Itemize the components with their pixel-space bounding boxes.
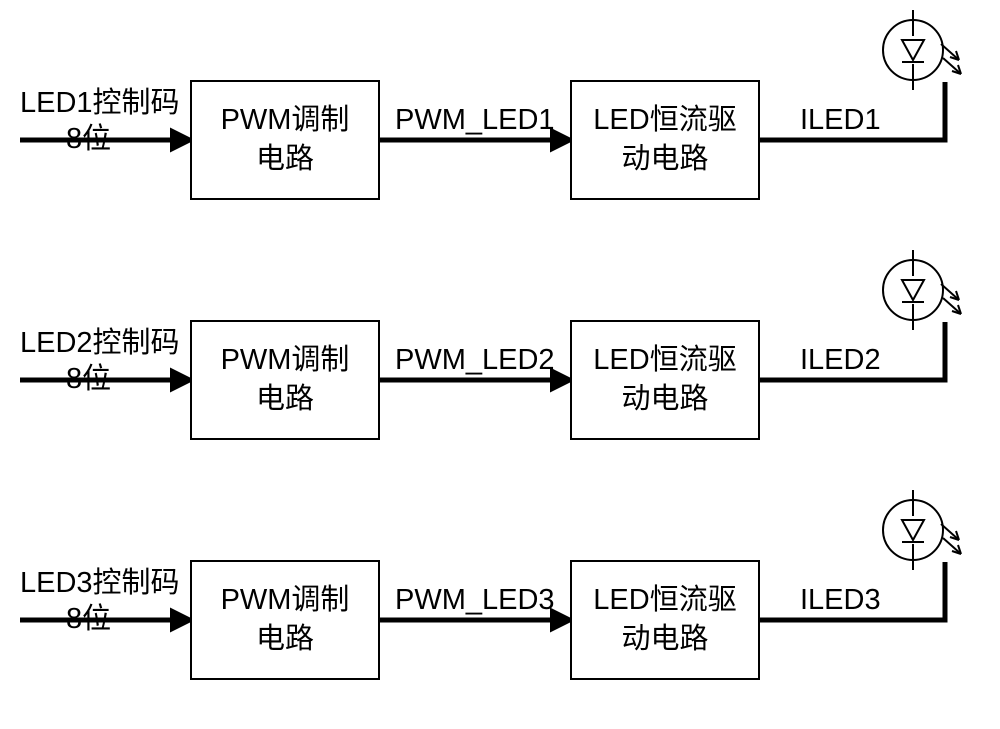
mid-label-1: PWM_LED1 xyxy=(395,102,555,138)
input-label-3: LED3控制码 8位 xyxy=(20,565,180,638)
pwm-box-1: PWM调制 电路 xyxy=(190,80,380,200)
pwm-box-2-line2: 电路 xyxy=(256,383,314,415)
driver-box-3: LED恒流驱 动电路 xyxy=(570,560,760,680)
driver-box-1: LED恒流驱 动电路 xyxy=(570,80,760,200)
pwm-box-2: PWM调制 电路 xyxy=(190,320,380,440)
driver-box-2-line1: LED恒流驱 xyxy=(593,344,736,376)
out-label-1: ILED1 xyxy=(800,102,881,138)
input-label-2-line2: 8位 xyxy=(20,363,111,395)
led-icon-2 xyxy=(883,250,961,330)
driver-box-1-line2: 动电路 xyxy=(621,143,708,175)
diagram-canvas: LED1控制码 8位 PWM调制 电路 PWM_LED1 LED恒流驱 动电路 … xyxy=(0,0,1000,729)
driver-box-3-line1: LED恒流驱 xyxy=(593,584,736,616)
driver-box-2: LED恒流驱 动电路 xyxy=(570,320,760,440)
input-label-1-line2: 8位 xyxy=(20,123,111,155)
input-label-1-line1: LED1控制码 xyxy=(20,87,180,119)
out-label-3: ILED3 xyxy=(800,582,881,618)
driver-box-3-line2: 动电路 xyxy=(621,623,708,655)
input-label-1: LED1控制码 8位 xyxy=(20,85,180,158)
mid-label-3: PWM_LED3 xyxy=(395,582,555,618)
pwm-box-3-line2: 电路 xyxy=(256,623,314,655)
input-label-3-line1: LED3控制码 xyxy=(20,567,180,599)
driver-box-1-line1: LED恒流驱 xyxy=(593,104,736,136)
input-label-3-line2: 8位 xyxy=(20,603,111,635)
mid-label-2: PWM_LED2 xyxy=(395,342,555,378)
pwm-box-3: PWM调制 电路 xyxy=(190,560,380,680)
pwm-box-1-line1: PWM调制 xyxy=(221,104,350,136)
out-label-2: ILED2 xyxy=(800,342,881,378)
input-label-2: LED2控制码 8位 xyxy=(20,325,180,398)
pwm-box-2-line1: PWM调制 xyxy=(221,344,350,376)
led-icon-3 xyxy=(883,490,961,570)
pwm-box-1-line2: 电路 xyxy=(256,143,314,175)
led-icon-1 xyxy=(883,10,961,90)
driver-box-2-line2: 动电路 xyxy=(621,383,708,415)
input-label-2-line1: LED2控制码 xyxy=(20,327,180,359)
pwm-box-3-line1: PWM调制 xyxy=(221,584,350,616)
